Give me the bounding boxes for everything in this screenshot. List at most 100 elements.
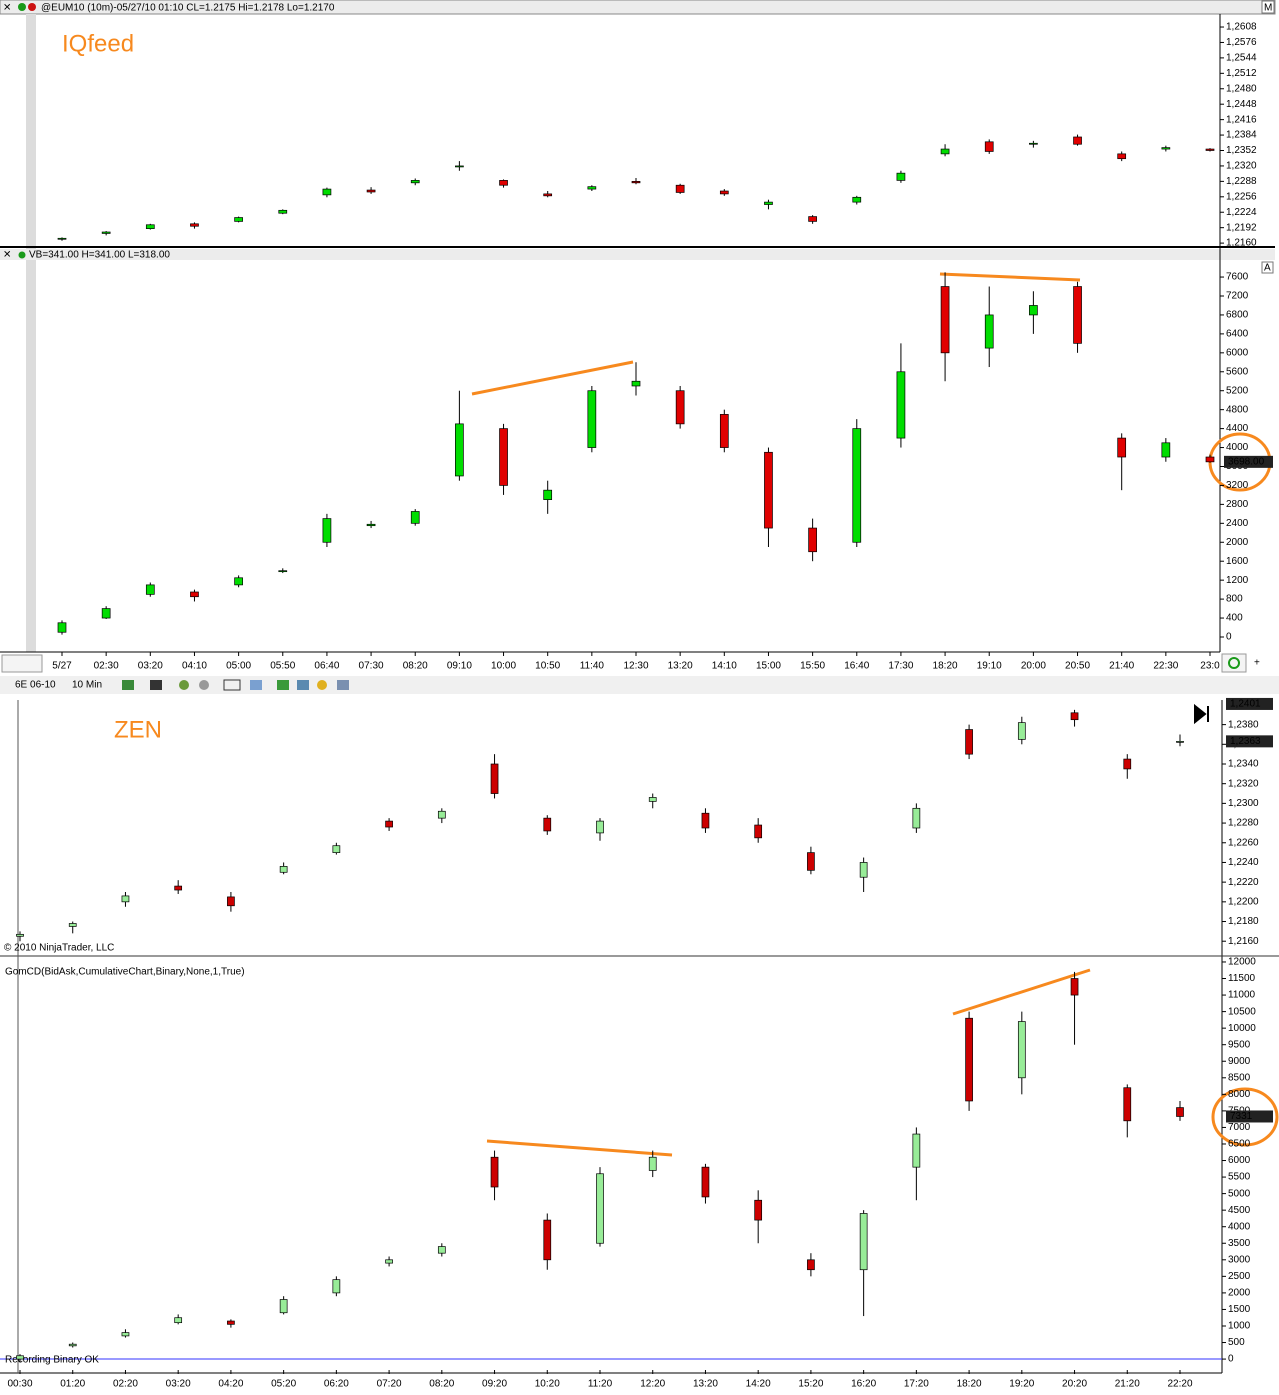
x-tick-label: 14:20 [746, 1379, 771, 1390]
y-tick-label: 8000 [1228, 1089, 1251, 1100]
candle-body [940, 148, 950, 155]
led [18, 3, 26, 11]
x-tick-label: 11:20 [588, 1379, 613, 1390]
y-tick-label: 1600 [1226, 556, 1249, 567]
y-tick-label: 5600 [1226, 366, 1249, 377]
toolbar-icons[interactable] [122, 679, 349, 691]
candle-body [1029, 305, 1038, 316]
candle-body [852, 196, 862, 203]
candle-body [145, 584, 155, 595]
candle-body [1123, 1087, 1132, 1122]
y-tick-label: 9000 [1228, 1056, 1251, 1067]
y-tick-label: 1,2320 [1228, 778, 1259, 789]
window-title: @EUM10 (10m)-05/27/10 01:10 CL=1.2175 Hi… [41, 3, 335, 14]
candle-body [1073, 286, 1082, 344]
candle-body [1029, 142, 1038, 145]
y-tick-label: 1,2280 [1228, 818, 1259, 829]
m-button[interactable] [1261, 0, 1275, 14]
y-tick-label: 1,2512 [1226, 68, 1257, 79]
candle-body [499, 180, 508, 186]
y-tick-label: 7600 [1226, 272, 1249, 283]
feed-label: IQfeed [62, 30, 134, 57]
x-tick-label: 09:20 [482, 1379, 507, 1390]
x-tick-label: 19:10 [977, 661, 1002, 672]
annotations [471, 272, 1279, 1157]
go-latest[interactable] [1194, 703, 1209, 725]
candle-body [675, 184, 685, 193]
x-tick-label: 23:0 [1200, 661, 1220, 672]
candle-body [279, 1299, 288, 1314]
x-tick-label: 12:20 [640, 1379, 665, 1390]
candle-body [1205, 456, 1215, 463]
y-tick-label: 1,2300 [1228, 798, 1259, 809]
a-button[interactable] [1261, 261, 1274, 274]
add-button[interactable]: + [1254, 658, 1260, 669]
x-tick-label: 10:50 [535, 661, 560, 672]
y-tick-label: 2800 [1226, 499, 1249, 510]
close-icon[interactable]: ✕ [3, 3, 11, 14]
period-select[interactable]: 10 Min [72, 680, 102, 691]
y-tick-label: 1200 [1226, 575, 1249, 586]
candle-body [984, 314, 994, 349]
y-tick-label: 10000 [1228, 1023, 1256, 1034]
instrument-select[interactable]: 6E 06-10 [15, 680, 56, 691]
candle-body [808, 527, 817, 553]
x-tick-label: 13:20 [693, 1379, 718, 1390]
x-tick-label: 05:50 [270, 661, 295, 672]
y-tick-label: 3200 [1226, 480, 1249, 491]
candle-body [16, 933, 24, 937]
close-icon[interactable]: ✕ [3, 250, 11, 261]
y-tick-label: 6000 [1226, 347, 1249, 358]
candle-body [764, 201, 773, 205]
y-tick-label: 6800 [1226, 310, 1249, 321]
refresh-button[interactable] [1221, 653, 1247, 673]
y-tick-label: 1,2192 [1226, 222, 1257, 233]
y-tick-label: 2500 [1228, 1271, 1251, 1282]
y-tick-label: 1,2384 [1226, 130, 1257, 141]
candle-body [1117, 153, 1127, 160]
y-tick-label: 1,2320 [1226, 161, 1257, 172]
x-tick-label: 21:20 [1115, 1379, 1140, 1390]
y-tick-label: 12000 [1228, 957, 1256, 968]
y-tick-label: 4800 [1226, 404, 1249, 415]
candle-body [385, 820, 393, 828]
x-tick-label: 05:00 [226, 661, 251, 672]
y-tick-label: 7200 [1226, 291, 1249, 302]
candle-body [1176, 741, 1184, 743]
candle-body [754, 824, 763, 839]
led [18, 251, 26, 259]
candle-body [366, 189, 376, 193]
candle-body [719, 414, 729, 448]
x-tick-label: 04:10 [182, 661, 207, 672]
y-tick-label: 1000 [1228, 1321, 1251, 1332]
x-tick-label: 08:20 [429, 1379, 454, 1390]
x-tick-label: 00:30 [7, 1379, 32, 1390]
value-marker-label: 1,2401 [1230, 699, 1261, 710]
candle-body [764, 451, 773, 529]
x-tick-label: 19:20 [1009, 1379, 1034, 1390]
x-tick-label: 18:20 [933, 661, 958, 672]
copyright: © 2010 NinjaTrader, LLC [4, 943, 114, 954]
y-tick-label: 6000 [1228, 1155, 1251, 1166]
y-tick-label: 1,2260 [1228, 837, 1259, 848]
candle-body [965, 729, 973, 755]
x-tick-label: 08:20 [403, 661, 428, 672]
y-tick-label: 8500 [1228, 1072, 1251, 1083]
panel-title: VB=341.00 H=341.00 L=318.00 [29, 250, 170, 261]
y-tick-label: 10500 [1228, 1006, 1256, 1017]
candle-body [596, 820, 604, 834]
candle-body [278, 570, 288, 573]
candle-body [1123, 758, 1132, 770]
y-tick-label: 6500 [1228, 1139, 1251, 1150]
candle-body [543, 817, 552, 832]
candle-body [896, 172, 906, 181]
value-marker [1226, 697, 1273, 710]
x-tick-label: 01:20 [60, 1379, 85, 1390]
candle-body [631, 380, 641, 387]
scroll-box[interactable] [1, 654, 43, 673]
y-tick-label: 0 [1228, 1354, 1234, 1365]
x-tick-label: 09:10 [447, 661, 472, 672]
a-button-label: A [1264, 263, 1271, 274]
status: Recording Binary OK [5, 1355, 99, 1366]
